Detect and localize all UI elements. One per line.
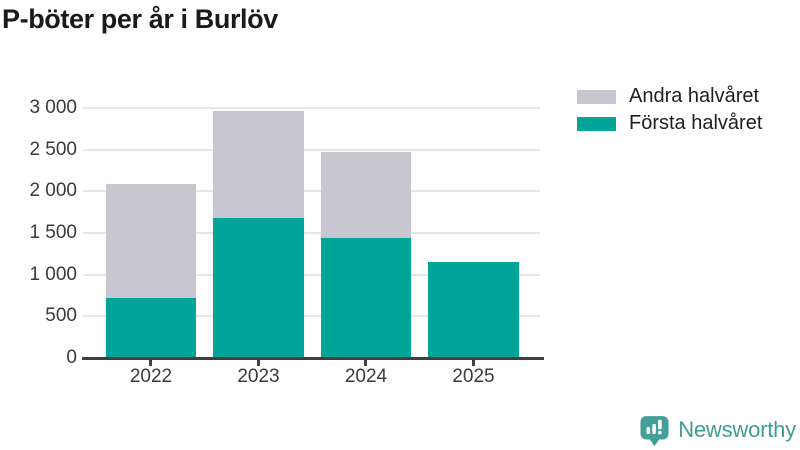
y-tick-1500 (83, 232, 95, 234)
gridline-3000 (88, 107, 540, 109)
x-tick-2023 (256, 359, 260, 366)
legend-swatch-andra-halvåret (577, 89, 616, 104)
legend-label: Andra halvåret (629, 85, 760, 107)
chart-title: P-böter per år i Burlöv (2, 4, 278, 34)
gridline-1000 (88, 273, 540, 276)
x-tick-2024 (364, 359, 368, 366)
exclamation-dot (658, 430, 662, 434)
y-tick-1000 (83, 273, 95, 276)
x-tick-label-2025: 2025 (452, 366, 495, 387)
newsworthy-icon (640, 415, 669, 446)
bar-2022-första-halvåret (105, 297, 196, 358)
x-axis-line (82, 356, 544, 360)
gridline-2500 (88, 148, 540, 151)
x-tick-label-2022: 2022 (129, 366, 173, 387)
bar-2023-första-halvåret (213, 217, 304, 358)
x-tick-label-2024: 2024 (344, 366, 388, 387)
legend-swatch-första-halvåret (577, 116, 616, 131)
newsworthy-wordmark: Newsworthy (678, 417, 796, 442)
plot-area (82, 107, 544, 366)
y-tick-label-2500: 2 500 (29, 138, 77, 160)
y-tick-label-2000: 2 000 (29, 180, 77, 202)
gridline-1500 (88, 232, 540, 234)
x-tick-label-2023: 2023 (237, 366, 280, 387)
bar-2024-första-halvåret (320, 238, 411, 358)
legend-item-andra-halvåret: Andra halvåret (577, 85, 762, 107)
gridline-2000 (88, 190, 540, 193)
y-tick-3000 (83, 107, 95, 109)
bar-2023-andra-halvåret (213, 111, 304, 218)
legend: Andra halvåret Första halvåret (577, 85, 763, 134)
y-tick-label-3000: 3 000 (29, 97, 77, 118)
y-tick-2000 (83, 190, 95, 193)
y-tick-label-1500: 1 500 (29, 222, 77, 243)
y-tick-label-1000: 1 000 (29, 263, 77, 285)
y-tick-2500 (83, 148, 95, 151)
bar-2022-andra-halvåret (105, 184, 196, 298)
x-tick-2022 (149, 359, 153, 366)
bar-2024-andra-halvåret (320, 152, 411, 238)
y-tick-label-500: 500 (45, 305, 77, 327)
legend-item-första-halvåret: Första halvåret (577, 112, 763, 134)
x-tick-2025 (471, 359, 475, 366)
legend-label: Första halvåret (629, 112, 763, 134)
newsworthy-logo[interactable]: Newsworthy (638, 412, 796, 448)
y-tick-500 (83, 315, 95, 318)
y-tick-label-0: 0 (66, 347, 77, 368)
bar-2025-första-halvåret (428, 261, 519, 358)
gridline-500 (88, 315, 540, 318)
